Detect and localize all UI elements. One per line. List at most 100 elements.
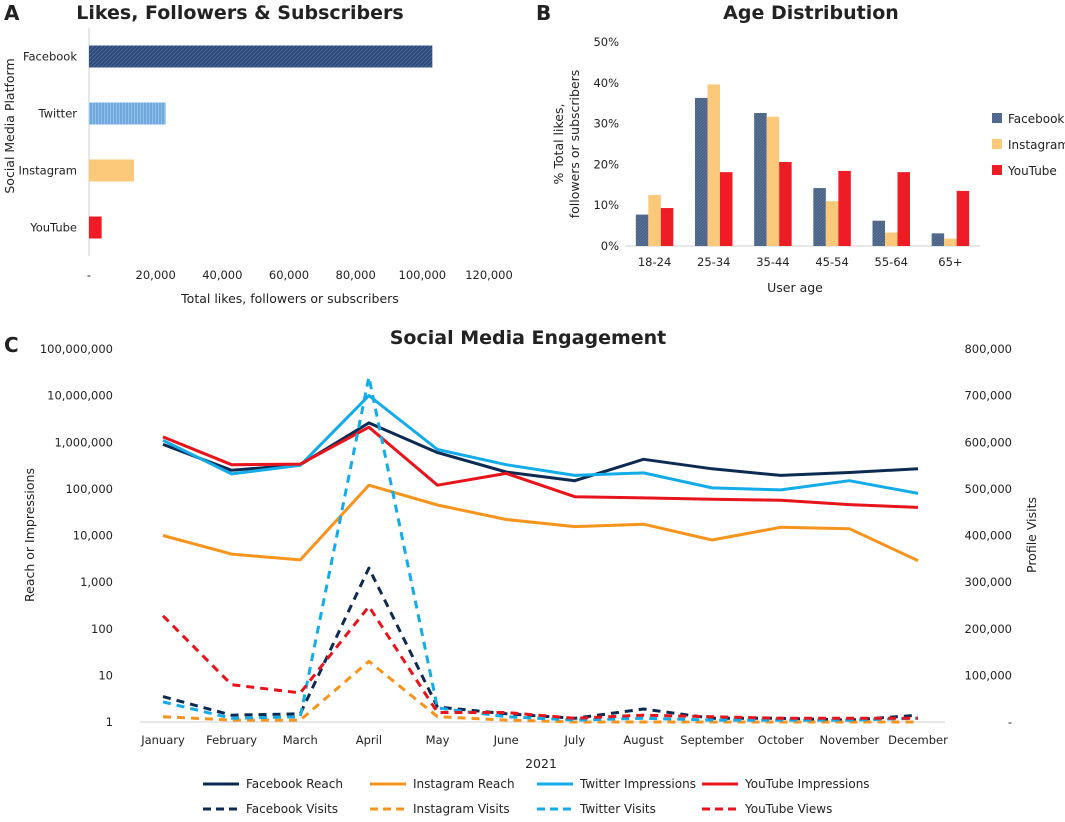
chart-a-category-label: Twitter [37, 107, 77, 121]
bar-instagram-65 [944, 238, 957, 246]
chart-c-y-tick-label: 10,000 [73, 529, 113, 543]
bar-instagram-45-54 [825, 201, 839, 246]
chart-c-y-axis-label: Reach or Impressions [22, 468, 37, 602]
bar-instagram-18-24 [648, 195, 661, 246]
chart-b-y-tick-label: 0% [601, 239, 619, 253]
chart-c-y-tick-label: 1 [106, 715, 113, 729]
chart-b-category-label: 25-34 [697, 255, 730, 269]
chart-b-title: Age Distribution [723, 2, 899, 24]
chart-c-x-tick-label: September [680, 733, 744, 747]
legend-swatch-instagram [992, 139, 1002, 149]
chart-c-x-tick-label: August [623, 733, 664, 747]
line-twitter-visits [162, 375, 919, 722]
chart-a-x-tick-label: 20,000 [136, 268, 176, 282]
bar-facebook [89, 45, 433, 68]
chart-a-category-label: Facebook [23, 50, 77, 64]
bar-youtube-18-24 [660, 208, 674, 246]
legend-label-instagram-visits: Instagram Visits [413, 802, 510, 816]
chart-b-category-label: 45-54 [815, 255, 848, 269]
chart-likes-followers: Likes, Followers & Subscribers Social Me… [2, 2, 513, 306]
bar-instagram-55-64 [885, 232, 898, 246]
chart-c-y2-tick-label: 600,000 [964, 435, 1012, 449]
bar-facebook-35-44 [754, 112, 767, 246]
chart-c-x-tick-label: December [888, 733, 948, 747]
chart-a-y-axis-label: Social Media Platform [2, 58, 17, 193]
legend-label-twitter-impressions: Twitter Impressions [579, 777, 696, 791]
line-youtube-views [161, 605, 918, 720]
legend-label-twitter-visits: Twitter Visits [579, 802, 656, 816]
chart-c-y-tick-label: 10 [98, 668, 113, 682]
bar-facebook-65 [931, 233, 945, 246]
line-instagram-reach [162, 483, 919, 562]
panel-label-c: C [4, 333, 19, 357]
chart-b-y-tick-label: 10% [593, 198, 619, 212]
chart-c-y2-tick-label: 800,000 [964, 342, 1012, 356]
chart-a-x-tick-label: 80,000 [336, 268, 376, 282]
chart-c-x-tick-label: March [283, 733, 318, 747]
legend-label-youtube-views: YouTube Views [744, 802, 832, 816]
chart-b-category-label: 35-44 [756, 255, 789, 269]
bar-youtube [89, 216, 102, 239]
chart-c-y-tick-label: 100 [91, 622, 113, 636]
bar-instagram-25-34 [707, 84, 720, 246]
chart-a-x-tick-label: - [87, 268, 91, 282]
chart-c-y2-tick-label: 100,000 [964, 668, 1012, 682]
chart-c-y2-axis-label: Profile Visits [1024, 497, 1039, 573]
bar-facebook-45-54 [813, 188, 826, 246]
legend-label-youtube: YouTube [1007, 164, 1057, 178]
chart-a-x-tick-label: 40,000 [202, 268, 242, 282]
bar-facebook-55-64 [872, 220, 885, 246]
panel-label-b: B [536, 1, 551, 25]
chart-age-distribution: Age Distribution User age 0% 10% 20% 30% 40%… [551, 2, 1065, 295]
bar-facebook-25-34 [695, 97, 708, 247]
chart-a-x-tick-label: 100,000 [399, 268, 447, 282]
chart-c-y2-tick-label: 400,000 [964, 529, 1012, 543]
chart-b-y-tick-label: 20% [593, 157, 619, 171]
chart-c-y2-tick-label: 300,000 [964, 575, 1012, 589]
chart-c-y2-tick-label: 700,000 [964, 389, 1012, 403]
chart-a-x-tick-label: 120,000 [465, 268, 513, 282]
chart-b-y-tick-label: 30% [593, 117, 619, 131]
line-facebook-visits [162, 566, 919, 722]
chart-c-x-tick-label: November [819, 733, 879, 747]
chart-c-x-tick-label: February [206, 733, 257, 747]
line-facebook-reach [162, 421, 919, 483]
chart-b-category-label: 55-64 [875, 255, 908, 269]
chart-b-category-label: 18-24 [638, 255, 671, 269]
legend-swatch-facebook [992, 113, 1002, 123]
chart-c-y-tick-label: 1,000 [80, 575, 113, 589]
bar-youtube-35-44 [779, 161, 792, 246]
legend-label-instagram-reach: Instagram Reach [413, 777, 515, 791]
chart-c-x-tick-label: May [426, 733, 450, 747]
chart-c-title: Social Media Engagement [390, 327, 667, 349]
chart-b-y-axis-label: % Total likes,followers or subscribers [551, 70, 582, 219]
chart-c-y2-tick-label: 500,000 [964, 482, 1012, 496]
bar-instagram [89, 159, 134, 182]
chart-c-y-tick-label: 100,000,000 [40, 342, 113, 356]
legend-label-facebook-reach: Facebook Reach [246, 777, 343, 791]
chart-a-x-tick-label: 60,000 [269, 268, 309, 282]
chart-c-y2-tick-label: 200,000 [964, 622, 1012, 636]
panel-label-a: A [4, 1, 20, 25]
chart-c-x-tick-label: January [140, 733, 185, 747]
chart-a-title: Likes, Followers & Subscribers [76, 2, 403, 24]
chart-social-engagement: Social Media Engagement Reach or Impress… [22, 327, 1039, 816]
chart-c-x-tick-label: July [563, 733, 585, 747]
chart-a-category-label: Instagram [18, 164, 77, 178]
bar-youtube-55-64 [897, 172, 910, 246]
chart-b-x-axis-label: User age [767, 280, 823, 295]
bar-youtube-65 [956, 190, 970, 246]
chart-c-x-axis-label: 2021 [525, 756, 557, 771]
chart-b-category-label: 65+ [938, 255, 962, 269]
line-youtube-impressions [162, 425, 919, 509]
chart-c-y2-tick-label: - [1008, 715, 1012, 729]
bar-twitter [89, 102, 166, 125]
legend-label-facebook: Facebook [1008, 112, 1064, 126]
bar-instagram-35-44 [766, 116, 780, 246]
chart-c-y-tick-label: 1,000,000 [54, 435, 113, 449]
legend-swatch-youtube [992, 165, 1002, 175]
chart-b-y-tick-label: 40% [593, 76, 619, 90]
legend-label-facebook-visits: Facebook Visits [246, 802, 338, 816]
line-twitter-impressions [162, 394, 919, 495]
